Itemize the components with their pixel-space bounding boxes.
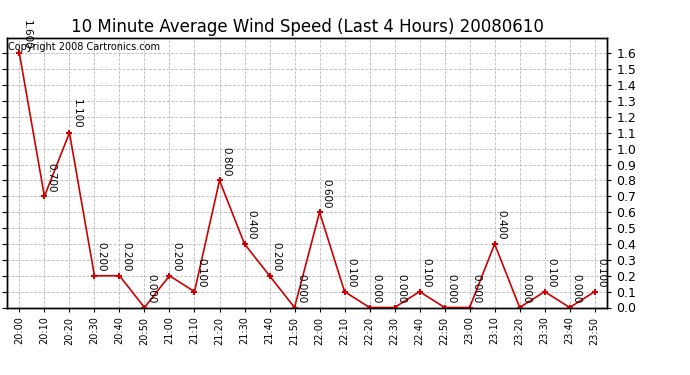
Text: 0.100: 0.100 (197, 258, 206, 288)
Text: 0.000: 0.000 (397, 274, 406, 303)
Text: 0.000: 0.000 (471, 274, 482, 303)
Text: 0.700: 0.700 (46, 163, 57, 192)
Text: 0.400: 0.400 (246, 210, 257, 240)
Text: 1.100: 1.100 (71, 99, 81, 129)
Text: 0.600: 0.600 (322, 178, 331, 208)
Text: 0.000: 0.000 (146, 274, 157, 303)
Text: Copyright 2008 Cartronics.com: Copyright 2008 Cartronics.com (8, 42, 159, 51)
Text: 0.000: 0.000 (371, 274, 382, 303)
Text: 0.100: 0.100 (546, 258, 557, 288)
Text: 0.200: 0.200 (271, 242, 282, 272)
Text: 0.000: 0.000 (571, 274, 582, 303)
Text: 0.800: 0.800 (221, 147, 231, 176)
Text: 0.000: 0.000 (446, 274, 457, 303)
Text: 0.200: 0.200 (171, 242, 181, 272)
Text: 0.100: 0.100 (597, 258, 607, 288)
Title: 10 Minute Average Wind Speed (Last 4 Hours) 20080610: 10 Minute Average Wind Speed (Last 4 Hou… (70, 18, 544, 36)
Text: 1.600: 1.600 (21, 20, 31, 49)
Text: 0.400: 0.400 (497, 210, 506, 240)
Text: 0.100: 0.100 (346, 258, 357, 288)
Text: 0.100: 0.100 (422, 258, 431, 288)
Text: 0.000: 0.000 (522, 274, 531, 303)
Text: 0.000: 0.000 (297, 274, 306, 303)
Text: 0.200: 0.200 (121, 242, 131, 272)
Text: 0.200: 0.200 (97, 242, 106, 272)
